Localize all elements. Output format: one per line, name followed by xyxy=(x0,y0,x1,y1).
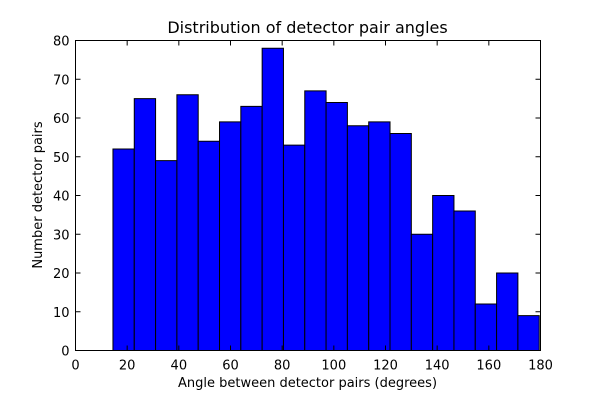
histogram-bar xyxy=(410,233,434,351)
histogram-bar xyxy=(453,210,476,351)
bars-group xyxy=(112,47,540,351)
x-axis-label: Angle between detector pairs (degrees) xyxy=(178,376,437,391)
ticks-group: 0 20 40 60 80 100 120 140 160 180 0 10 20 30 40 50 60 70 8… xyxy=(53,35,553,374)
histogram-bar xyxy=(282,144,306,351)
x-tick-label: 140 xyxy=(425,359,450,374)
x-tick-label: 160 xyxy=(476,359,501,374)
histogram-bar xyxy=(304,90,327,351)
histogram-bar xyxy=(517,315,540,351)
x-tick-label: 100 xyxy=(321,359,346,374)
histogram-bar xyxy=(261,47,284,351)
plot-frame xyxy=(75,40,541,351)
histogram-bar xyxy=(155,160,178,351)
x-tick-label: 180 xyxy=(528,359,553,374)
chart-title: Distribution of detector pair angles xyxy=(167,18,447,37)
histogram-bar xyxy=(133,98,157,351)
y-tick-label: 30 xyxy=(53,228,70,243)
x-tick-label: 20 xyxy=(119,359,136,374)
y-axis-label: Number detector pairs xyxy=(31,121,46,269)
histogram-bar xyxy=(346,125,370,351)
histogram-bar xyxy=(325,102,348,351)
y-tick-label: 10 xyxy=(53,306,70,321)
y-tick-label: 20 xyxy=(53,267,70,282)
histogram-bar xyxy=(219,121,242,351)
histogram-bar xyxy=(112,148,135,351)
x-tick-label: 120 xyxy=(373,359,398,374)
histogram-bar xyxy=(389,133,412,351)
histogram-bar xyxy=(197,140,221,351)
x-tick-label: 0 xyxy=(71,359,79,374)
x-tick-label: 40 xyxy=(171,359,188,374)
histogram-bar xyxy=(176,94,199,351)
y-tick-label: 80 xyxy=(53,35,70,50)
histogram-bar xyxy=(432,195,455,351)
y-tick-label: 0 xyxy=(61,345,69,360)
histogram-bar xyxy=(240,105,263,351)
y-tick-label: 50 xyxy=(53,151,70,166)
y-tick-label: 40 xyxy=(53,190,70,205)
x-tick-label: 60 xyxy=(222,359,239,374)
y-tick-label: 70 xyxy=(53,73,70,88)
histogram-bar xyxy=(496,272,519,351)
x-tick-label: 80 xyxy=(274,359,291,374)
histogram-bar xyxy=(368,121,391,351)
histogram-bar xyxy=(474,303,498,351)
y-tick-label: 60 xyxy=(53,112,70,127)
